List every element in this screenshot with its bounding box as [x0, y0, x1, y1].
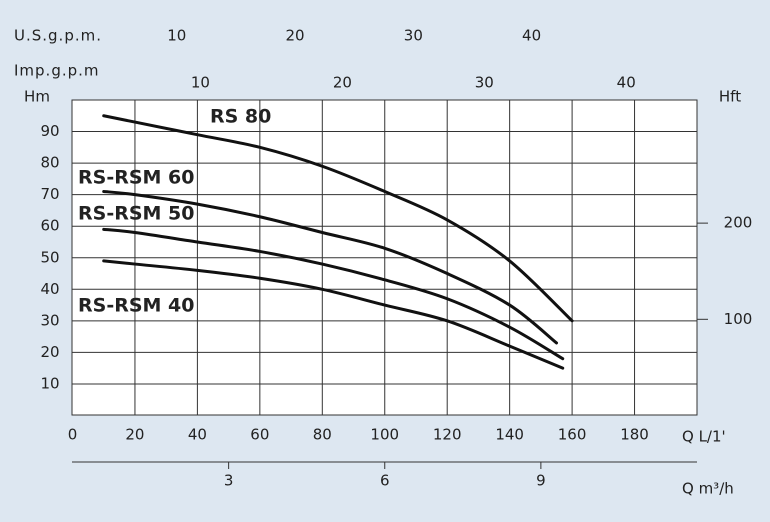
curve-label: RS-RSM 50: [78, 203, 194, 225]
y-axis-label: Hm: [24, 88, 50, 106]
x2-tick-label: 40: [617, 74, 636, 92]
x-tick-label: 140: [495, 426, 524, 444]
x-tick-label: 100: [370, 426, 399, 444]
axis-label: U.S.g.p.m.: [14, 27, 102, 45]
y-tick-label: 60: [40, 217, 59, 235]
axis-label: Q m³/h: [682, 480, 734, 498]
x2-tick-label: 3: [224, 472, 234, 490]
x-tick-label: 20: [125, 426, 144, 444]
curve: [102, 114, 574, 323]
curve-label: RS 80: [210, 106, 271, 128]
curve: [102, 189, 558, 345]
x2-tick-label: 20: [333, 74, 352, 92]
curve: [102, 227, 565, 361]
x-tick-label: 180: [620, 426, 649, 444]
x2-tick-label: 10: [167, 27, 186, 45]
x-axis-label: Q L/1': [682, 428, 726, 446]
y-tick-label: 40: [40, 280, 59, 298]
y2-axis-label: Hft: [719, 88, 741, 106]
x-tick-label: 60: [250, 426, 269, 444]
curve-label: RS-RSM 40: [78, 295, 194, 317]
x-tick-label: 0: [68, 426, 78, 444]
y2-tick-label: 200: [724, 214, 753, 232]
y-tick-label: 10: [40, 374, 59, 392]
x2-tick-label: 30: [404, 27, 423, 45]
curve-label: RS-RSM 60: [78, 167, 194, 189]
y-tick-label: 90: [40, 122, 59, 140]
x-tick-label: 120: [433, 426, 462, 444]
x-tick-label: 160: [558, 426, 587, 444]
x2-tick-label: 40: [522, 27, 541, 45]
axis-label: Imp.g.p.m: [14, 62, 100, 80]
x-tick-label: 40: [188, 426, 207, 444]
y-tick-label: 30: [40, 311, 59, 329]
x2-tick-label: 20: [286, 27, 305, 45]
y-tick-label: 70: [40, 185, 59, 203]
x2-tick-label: 30: [475, 74, 494, 92]
x2-tick-label: 6: [380, 472, 390, 490]
x2-tick-label: 10: [191, 74, 210, 92]
y2-tick-label: 100: [724, 310, 753, 328]
x2-tick-label: 9: [536, 472, 546, 490]
y-tick-label: 20: [40, 343, 59, 361]
y-tick-label: 50: [40, 248, 59, 266]
curve: [102, 259, 565, 370]
x-tick-label: 80: [313, 426, 332, 444]
y-tick-label: 80: [40, 154, 59, 172]
